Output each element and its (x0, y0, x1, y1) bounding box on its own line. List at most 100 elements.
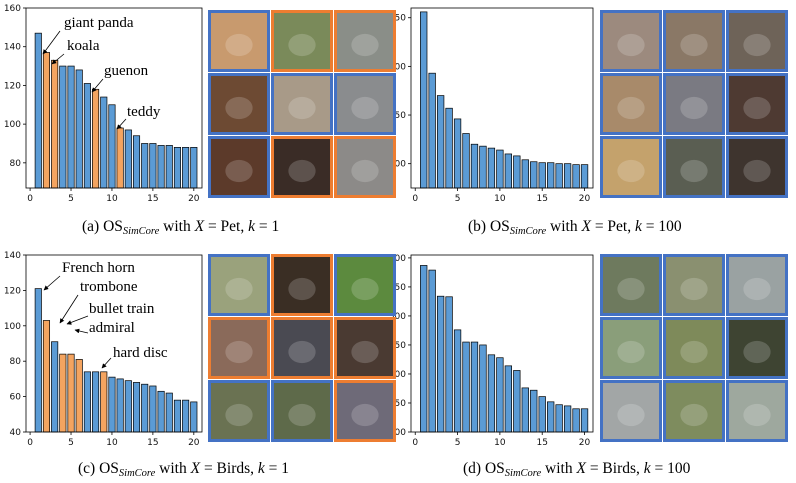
bar-19 (572, 408, 580, 433)
bar-9 (487, 147, 496, 189)
bar-2 (42, 320, 51, 433)
image-tile-goldfinch (726, 317, 788, 379)
image-tile-jay (726, 380, 788, 442)
image-tile-koala (334, 10, 396, 72)
image-tile-trombone (208, 317, 270, 379)
image-tile-bullet-train (271, 317, 333, 379)
bar-17 (555, 404, 563, 433)
bar-14 (530, 161, 538, 189)
bar-4 (445, 107, 453, 189)
bar-19 (182, 147, 190, 189)
caption-c: (c) OSSimCore with X = Birds, k = 1 (78, 460, 289, 479)
image-grid-birds-k1 (208, 254, 396, 442)
bar-12 (124, 380, 132, 433)
y-tick-label: 150 (389, 399, 406, 409)
x-tick-label: 5 (68, 438, 74, 448)
bar-18 (173, 399, 181, 433)
bar-18 (173, 147, 181, 189)
y-tick-label: 140 (4, 43, 21, 53)
y-tick-label: 200 (389, 370, 406, 380)
bar-18 (563, 163, 572, 189)
image-tile-papillon (726, 73, 788, 135)
bar-8 (92, 88, 100, 189)
image-tile-collie (208, 73, 270, 135)
bar-11 (116, 378, 124, 433)
bar-8 (92, 371, 100, 433)
y-tick-label: 150 (389, 111, 406, 121)
x-tick-label: 15 (147, 438, 158, 448)
image-tile-keeshond (663, 136, 725, 198)
y-tick-label: 400 (389, 254, 406, 264)
y-tick-label: 200 (389, 62, 406, 72)
image-tile-spaniel (208, 136, 270, 198)
y-tick-label: 60 (10, 393, 22, 403)
bar-20 (190, 401, 198, 433)
bar-10 (108, 376, 116, 433)
image-grid-birds-k100 (600, 254, 788, 442)
y-tick-label: 100 (389, 160, 406, 170)
x-tick-label: 0 (27, 438, 33, 448)
axes-frame (25, 254, 203, 433)
image-tile-chickadee (208, 254, 270, 316)
x-tick-label: 20 (188, 438, 200, 448)
bar-1 (420, 265, 428, 433)
annotation-teddy: teddy (127, 104, 161, 120)
image-tile-husky (334, 73, 396, 135)
chart-a: 80 100 120 140 160 0 5 10 15 20 giant panda koala… (4, 4, 203, 204)
bar-4 (59, 353, 67, 433)
image-tile-french-horn (271, 254, 333, 316)
axes-frame (25, 7, 203, 189)
image-tile-dark-animal (271, 136, 333, 198)
x-tick-label: 20 (579, 194, 591, 204)
bar-15 (538, 162, 546, 189)
image-tile-giant-panda (271, 10, 333, 72)
x-tick-label: 0 (412, 438, 418, 448)
x-tick-label: 0 (412, 194, 418, 204)
x-tick-label: 20 (188, 194, 200, 204)
image-tile-spaniel (663, 73, 725, 135)
bar-13 (521, 387, 529, 433)
image-tile-bee-eater (600, 317, 662, 379)
bar-1 (34, 32, 42, 189)
bar-chart-pet-k1: 80 100 120 140 160 0 5 10 15 20 (4, 4, 203, 204)
bar-17 (555, 163, 563, 189)
bar-3 (51, 59, 59, 189)
bar-17 (165, 145, 173, 189)
axes-frame (410, 7, 594, 189)
x-tick-label: 10 (494, 438, 506, 448)
x-tick-label: 10 (106, 194, 118, 204)
image-tile-pomeranian (600, 136, 662, 198)
annotation-french-horn: French horn (62, 260, 135, 276)
image-tile-chickadee (663, 254, 725, 316)
bar-13 (521, 159, 529, 189)
image-tile-cavalier-spaniel (208, 10, 270, 72)
x-tick-label: 5 (455, 438, 461, 448)
annotation-koala: koala (67, 38, 100, 54)
bar-10 (496, 149, 504, 189)
bar-6 (462, 341, 470, 433)
x-tick-label: 5 (68, 194, 74, 204)
bar-4 (59, 65, 67, 189)
image-tile-siamese-cat (600, 10, 662, 72)
bar-19 (182, 399, 190, 433)
bar-10 (108, 104, 116, 189)
annotation-guenon: guenon (104, 63, 149, 79)
y-tick-label: 100 (389, 428, 406, 438)
x-tick-label: 5 (455, 194, 461, 204)
bar-5 (453, 118, 462, 189)
bar-7 (83, 83, 91, 189)
bar-15 (149, 385, 157, 433)
image-tile-bulbul (208, 380, 270, 442)
x-tick-label: 15 (536, 438, 547, 448)
bar-12 (513, 155, 521, 189)
bar-12 (124, 129, 132, 189)
annotation-trombone: trombone (80, 279, 138, 295)
bar-7 (83, 371, 91, 433)
y-tick-label: 250 (389, 14, 406, 24)
annotations-a: giant panda koala guenon teddy (42, 15, 161, 130)
bar-8 (479, 344, 487, 433)
image-tile-sheltie (271, 73, 333, 135)
bar-7 (470, 341, 479, 433)
bar-6 (75, 69, 83, 189)
